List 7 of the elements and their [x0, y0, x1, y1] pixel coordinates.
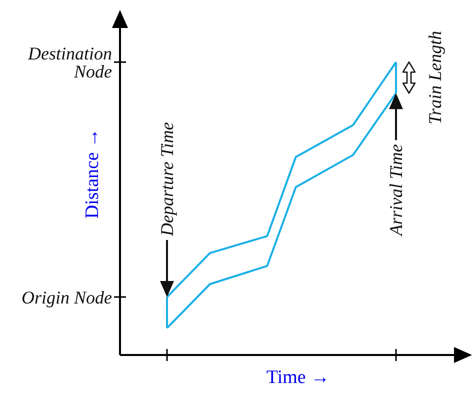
y-axis-title: Distance →	[82, 128, 103, 219]
text: Train Length	[425, 30, 445, 124]
annotation: Arrival Time	[386, 144, 406, 237]
x-axis-title: Time →	[266, 367, 330, 388]
text: Origin Node	[21, 287, 112, 308]
text: Destination Node	[27, 43, 112, 82]
annotation: Departure Time	[157, 122, 177, 238]
